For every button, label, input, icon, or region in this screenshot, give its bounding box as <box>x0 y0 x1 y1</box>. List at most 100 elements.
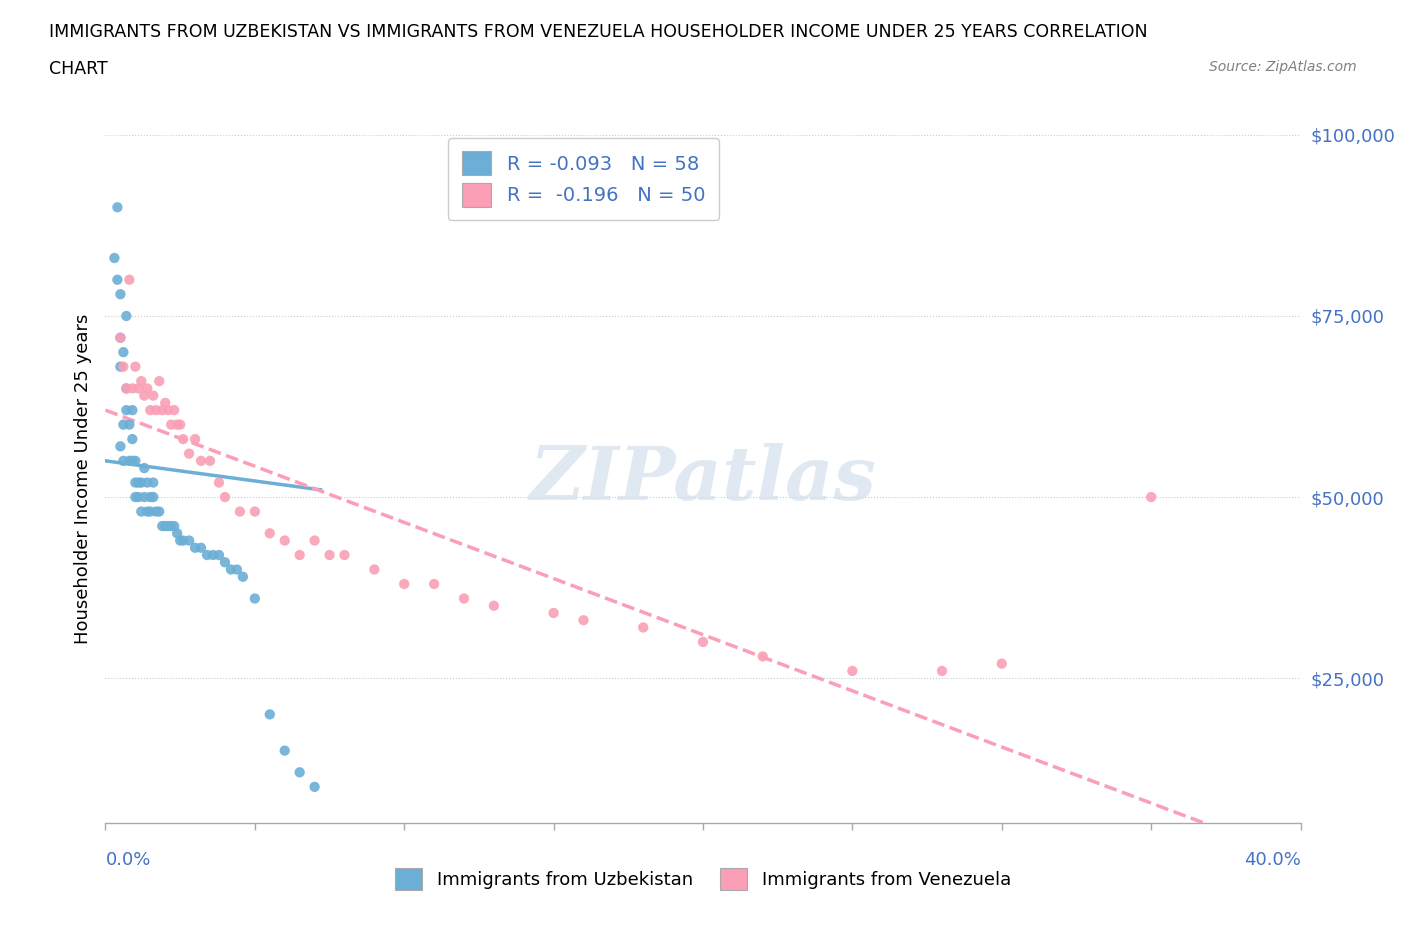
Point <box>163 403 186 418</box>
Point <box>304 533 326 548</box>
Point <box>127 489 149 504</box>
Point <box>150 519 173 534</box>
Point <box>453 591 475 606</box>
Point <box>1140 489 1163 504</box>
Point <box>202 548 225 563</box>
Point <box>208 475 231 490</box>
Point <box>633 620 655 635</box>
Point <box>423 577 446 591</box>
Point <box>229 504 252 519</box>
Point <box>214 555 236 570</box>
Point <box>134 489 156 504</box>
Point <box>121 454 143 469</box>
Legend: R = -0.093   N = 58, R =  -0.196   N = 50: R = -0.093 N = 58, R = -0.196 N = 50 <box>449 138 718 220</box>
Point <box>112 454 135 469</box>
Point <box>172 432 194 446</box>
Point <box>232 569 254 584</box>
Text: Source: ZipAtlas.com: Source: ZipAtlas.com <box>1209 60 1357 74</box>
Point <box>155 519 177 534</box>
Point <box>110 359 132 374</box>
Point <box>129 374 153 389</box>
Point <box>148 374 170 389</box>
Point <box>198 454 221 469</box>
Point <box>169 418 191 432</box>
Point <box>136 475 159 490</box>
Point <box>142 388 165 403</box>
Point <box>124 454 146 469</box>
Point <box>177 533 201 548</box>
Point <box>259 525 281 540</box>
Text: CHART: CHART <box>49 60 108 78</box>
Point <box>145 504 167 519</box>
Point <box>148 504 170 519</box>
Point <box>127 381 149 396</box>
Point <box>110 286 132 301</box>
Point <box>115 381 138 396</box>
Point <box>142 489 165 504</box>
Point <box>166 525 188 540</box>
Point <box>129 504 153 519</box>
Point <box>136 381 159 396</box>
Point <box>103 250 125 265</box>
Point <box>124 489 146 504</box>
Point <box>118 454 141 469</box>
Point <box>121 403 143 418</box>
Point <box>110 439 132 454</box>
Point <box>288 548 311 563</box>
Point <box>225 562 249 577</box>
Point <box>150 403 173 418</box>
Point <box>139 489 162 504</box>
Legend: Immigrants from Uzbekistan, Immigrants from Venezuela: Immigrants from Uzbekistan, Immigrants f… <box>381 854 1025 904</box>
Point <box>124 475 146 490</box>
Point <box>751 649 773 664</box>
Point <box>273 533 295 548</box>
Point <box>259 707 281 722</box>
Y-axis label: Householder Income Under 25 years: Householder Income Under 25 years <box>73 313 91 644</box>
Point <box>127 475 149 490</box>
Point <box>129 475 153 490</box>
Point <box>155 395 177 410</box>
Point <box>115 381 138 396</box>
Point <box>121 381 143 396</box>
Point <box>118 418 141 432</box>
Point <box>318 548 340 563</box>
Text: 40.0%: 40.0% <box>1244 851 1301 870</box>
Point <box>169 533 191 548</box>
Point <box>543 605 565 620</box>
Point <box>243 591 266 606</box>
Point <box>304 779 326 794</box>
Point <box>166 418 188 432</box>
Point <box>107 272 129 287</box>
Point <box>134 460 156 475</box>
Point <box>288 764 311 779</box>
Point <box>931 663 953 678</box>
Text: IMMIGRANTS FROM UZBEKISTAN VS IMMIGRANTS FROM VENEZUELA HOUSEHOLDER INCOME UNDER: IMMIGRANTS FROM UZBEKISTAN VS IMMIGRANTS… <box>49 23 1147 41</box>
Point <box>394 577 416 591</box>
Point <box>219 562 242 577</box>
Point <box>184 432 207 446</box>
Point <box>208 548 231 563</box>
Point <box>177 446 201 461</box>
Point <box>243 504 266 519</box>
Point <box>157 519 180 534</box>
Point <box>990 657 1012 671</box>
Point <box>482 598 505 613</box>
Point <box>184 540 207 555</box>
Point <box>107 200 129 215</box>
Point <box>139 403 162 418</box>
Point <box>160 519 183 534</box>
Point <box>214 489 236 504</box>
Point <box>115 403 138 418</box>
Point <box>160 418 183 432</box>
Point <box>190 540 212 555</box>
Point <box>118 272 141 287</box>
Point <box>172 533 194 548</box>
Point <box>136 504 159 519</box>
Point <box>134 388 156 403</box>
Point <box>190 454 212 469</box>
Point <box>112 345 135 360</box>
Point <box>110 330 132 345</box>
Point <box>121 432 143 446</box>
Point <box>692 634 714 649</box>
Point <box>333 548 356 563</box>
